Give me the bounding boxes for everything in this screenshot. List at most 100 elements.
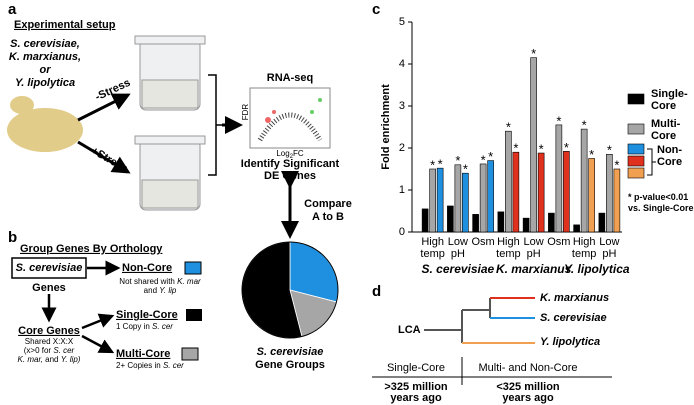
bar [537,152,545,233]
organism: S. cerevisiae, [10,38,80,50]
organism: K. marxianus, [9,51,81,63]
significance-star: * [564,140,569,155]
compare: Compare [304,198,352,210]
note: 1 Copy in S. cer [116,322,173,331]
legend-bracket [647,148,656,176]
bar [530,57,537,233]
organism: Y. lipolytica [15,77,75,89]
significance-star: * [539,141,544,156]
bar [436,167,444,233]
yeast-bud [10,96,34,114]
legend-swatch [627,155,645,167]
volcano-plot [249,87,331,149]
legend-swatch [627,167,645,179]
condition: -Stress [93,77,132,104]
bar [447,205,454,233]
tree-leaf: S. cerevisiae [540,312,607,324]
era-time: <325 million [496,381,560,393]
node: Multi-Core [116,348,170,360]
swatch [181,347,199,361]
significance-star: * [488,149,493,164]
node: Non-Core [122,262,172,274]
tree-root: LCA [398,324,421,336]
group-label: Y. lipolytica [564,262,630,276]
node: Core Genes [18,325,80,337]
note: K. mar, and Y. lip) [18,355,81,364]
significance-star: * [438,157,443,172]
panel-title: Experimental setup [14,19,116,31]
arrow [81,334,115,354]
significance-star: * [481,152,486,167]
panel-label: b [8,229,17,246]
era-label: Multi- and Non-Core [478,362,577,374]
y-tick-label: 0 [399,226,405,238]
bar [598,212,606,233]
tree-leaf: K. marxianus [540,292,609,304]
y-axis-label: Fold enrichment [380,84,392,170]
bar [606,154,613,233]
bar [548,212,555,233]
bar [522,217,530,233]
note: (x>0 for S. cer [24,346,75,355]
significance-star: * [506,120,511,135]
era-label: Single-Core [387,362,445,374]
yeast [7,108,83,152]
era-time: years ago [502,392,554,404]
bar [563,151,570,233]
group-label: S. cerevisiae [422,262,495,276]
tree-leaf: Y. lipolytica [540,336,600,348]
bar [454,164,462,233]
significance-star: * [556,113,561,128]
bar [555,124,563,233]
bar [613,168,621,233]
significance-star: * [463,162,468,177]
box [11,257,87,279]
x-tick-label: Low pH [523,236,544,260]
y-tick-label: 1 [399,184,405,196]
significance-star: * [582,118,587,133]
note: Shared X:X:X [25,337,74,346]
legend-swatch [627,143,645,155]
legend-label: Non-Core [657,144,683,168]
bar [497,211,505,233]
significance-star: * [513,141,518,156]
bar [512,151,520,233]
pie-caption: Gene Groups [255,359,325,371]
significance-star: * [430,157,435,172]
pie-outline [241,241,339,339]
significance-star: * [589,147,594,162]
bar [421,208,429,233]
bar [462,172,469,233]
note: 2+ Copies in S. cer [116,361,184,370]
bar [580,128,588,233]
legend-swatch [627,93,645,105]
arrow [77,140,131,174]
note: * p-value<0.01 vs. Single-Core [628,192,694,213]
node: Single-Core [116,309,178,321]
panel-label: c [372,1,380,18]
bar [472,214,479,233]
legend-label: Multi-Core [651,118,681,142]
bar [573,224,580,233]
y-tick-label: 4 [399,58,405,70]
legend-swatch [627,123,645,135]
swatch [184,261,202,275]
panel-label: a [8,1,17,18]
note: and Y. lip [144,286,177,295]
bar [479,163,487,233]
significance-star: * [607,143,612,158]
method: RNA-seq [267,72,313,84]
x-tick-label: High temp [571,236,597,260]
condition: +Stress [89,145,130,175]
era-time: years ago [390,392,442,404]
tree [424,297,535,344]
compare: A to B [312,211,344,223]
significance-star: * [455,153,460,168]
axis-label: FDR [241,104,250,121]
swatch [186,309,202,321]
x-tick-label: Osm [471,236,495,248]
note: Not shared with K. mar [119,277,201,286]
organism: or [40,64,52,76]
panel-title: Group Genes By Orthology [20,243,163,255]
axis-label: Log2FC [276,149,304,159]
